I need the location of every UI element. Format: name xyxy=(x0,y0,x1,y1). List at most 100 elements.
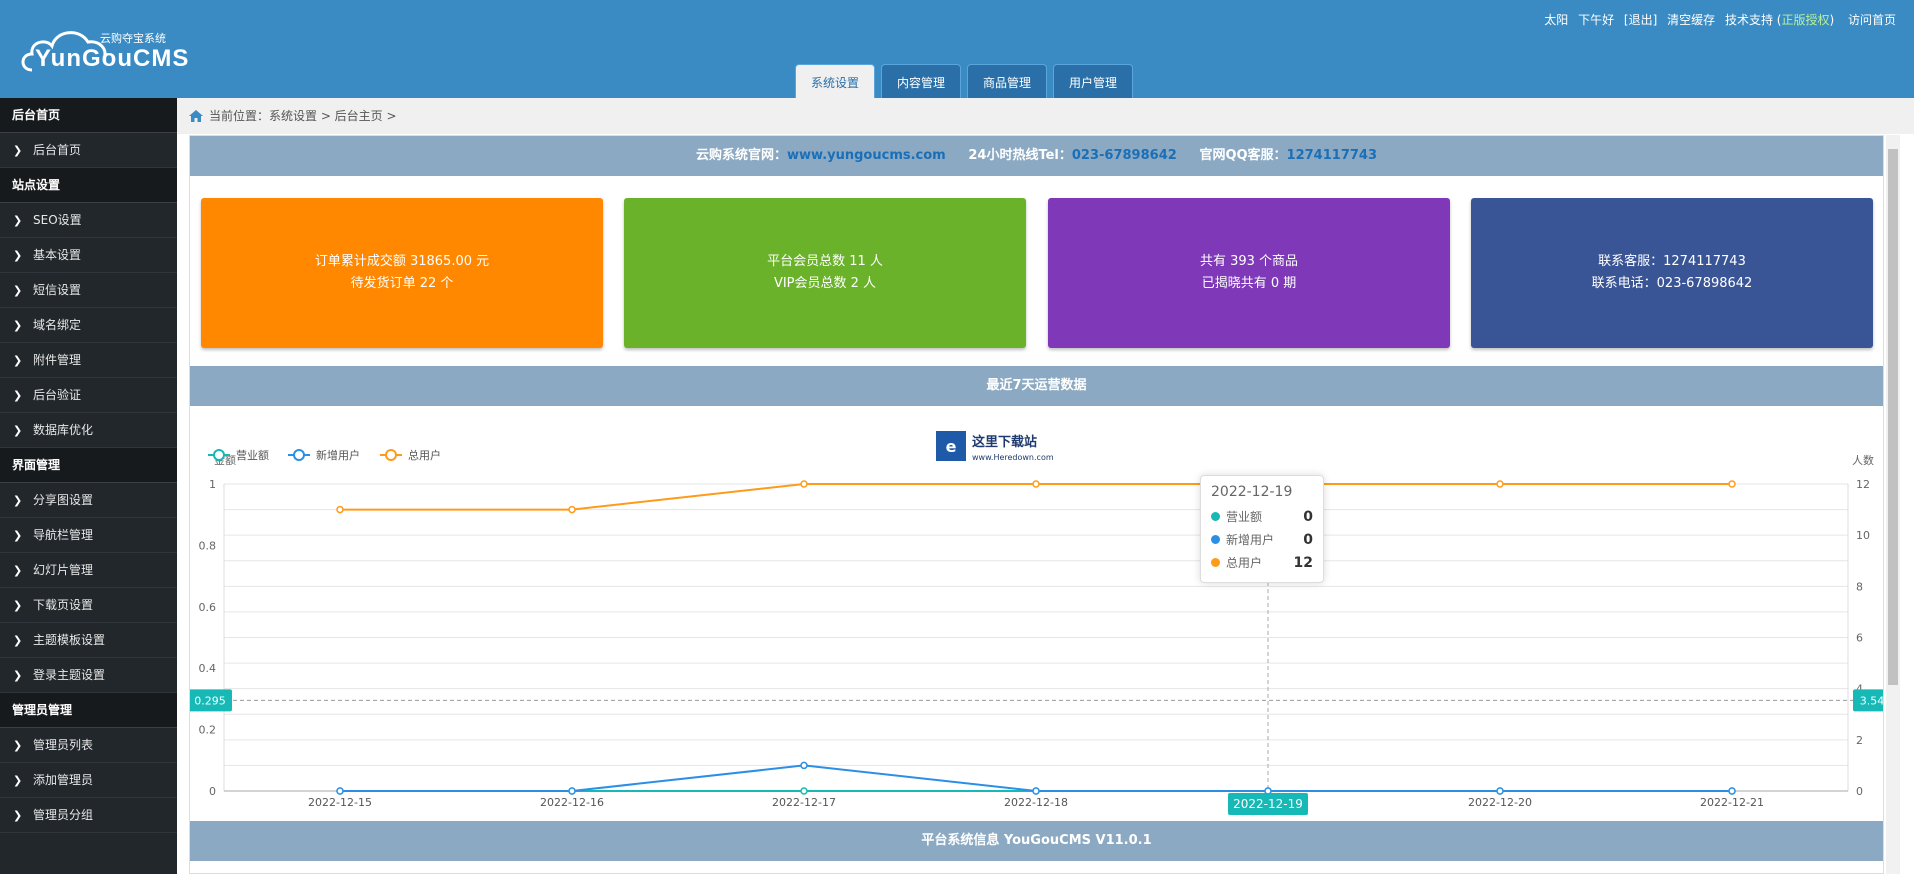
sidebar-item[interactable]: ❯ 导航栏管理 xyxy=(0,518,177,553)
chevron-right-icon: ❯ xyxy=(13,214,23,227)
tooltip-series-name: 总用户 xyxy=(1226,556,1263,570)
legend-label: 营业额 xyxy=(236,448,269,462)
sidebar-item[interactable]: ❯ 域名绑定 xyxy=(0,308,177,343)
chevron-right-icon: ❯ xyxy=(13,634,23,647)
right-tick-label: 4 xyxy=(1856,683,1863,696)
tab-0[interactable]: 系统设置 xyxy=(795,64,876,98)
sidebar-item[interactable]: ❯ 幻灯片管理 xyxy=(0,553,177,588)
x-tick-label: 2022-12-17 xyxy=(772,796,836,809)
scrollbar[interactable] xyxy=(1886,135,1900,874)
chevron-right-icon: ❯ xyxy=(13,564,23,577)
tooltip-value: 0 xyxy=(1303,509,1313,525)
breadcrumb: 当前位置：系统设置 > 后台主页 > xyxy=(177,98,1914,134)
legend-marker-icon xyxy=(293,449,305,461)
sidebar-item-label: 下载页设置 xyxy=(33,598,94,612)
data-point xyxy=(568,787,576,795)
tooltip-row: 营业额 0 xyxy=(1211,506,1313,529)
user-name: 太阳 xyxy=(1544,13,1569,27)
sidebar-item[interactable]: ❯ 后台首页 xyxy=(0,133,177,168)
qq-label: 官网QQ客服： xyxy=(1199,148,1287,163)
tel-value: 023-67898642 xyxy=(1071,148,1177,163)
sidebar-section-title: 管理员管理 xyxy=(0,693,177,728)
logout-link[interactable]: [退出] xyxy=(1623,13,1658,27)
sidebar-item[interactable]: ❯ SEO设置 xyxy=(0,203,177,238)
tech-support-label: 技术支持 ( xyxy=(1724,13,1782,27)
greeting: 下午好 xyxy=(1578,13,1615,27)
sidebar-item-label: 数据库优化 xyxy=(33,423,94,437)
scrollbar-thumb[interactable] xyxy=(1888,149,1898,685)
series-dot-icon xyxy=(1211,512,1220,521)
card-line: 已揭晓共有 0 期 xyxy=(1201,276,1297,291)
chevron-right-icon: ❯ xyxy=(13,249,23,262)
clear-cache-link[interactable]: 清空缓存 xyxy=(1667,13,1716,27)
watermark-logo-letter: e xyxy=(946,437,957,456)
data-point xyxy=(1032,787,1040,795)
chevron-right-icon: ❯ xyxy=(13,669,23,682)
breadcrumb-text: 当前位置：系统设置 > 后台主页 > xyxy=(209,109,397,123)
stat-card-orders: 订单累计成交额 31865.00 元 待发货订单 22 个 xyxy=(201,198,603,348)
legend-marker-icon xyxy=(385,449,397,461)
data-point xyxy=(1496,480,1504,488)
chevron-right-icon: ❯ xyxy=(13,319,23,332)
left-tick-label: 1 xyxy=(209,478,216,491)
right-tick-label: 12 xyxy=(1856,478,1870,491)
tab-2[interactable]: 商品管理 xyxy=(967,64,1048,98)
stat-card-contact: 联系客服：1274117743 联系电话：023-67898642 xyxy=(1471,198,1873,348)
site-url-link[interactable]: www.yungoucms.com xyxy=(787,148,946,163)
chevron-right-icon: ❯ xyxy=(13,739,23,752)
right-tick-label: 0 xyxy=(1856,785,1863,798)
chevron-right-icon: ❯ xyxy=(13,144,23,157)
top-tabs: 系统设置 内容管理 商品管理 用户管理 xyxy=(795,64,1139,98)
chart-tooltip: 2022-12-19 营业额 0 新增用户 0 总用户 12 xyxy=(1200,475,1324,583)
card-line: 共有 393 个商品 xyxy=(1199,254,1299,269)
tooltip-series-name: 营业额 xyxy=(1226,510,1263,524)
right-tick-label: 2 xyxy=(1856,734,1863,747)
paren-close: ) xyxy=(1829,13,1835,27)
sidebar-item[interactable]: ❯ 数据库优化 xyxy=(0,413,177,448)
data-point xyxy=(568,505,576,514)
left-tick-label: 0.6 xyxy=(199,601,217,614)
content-panel: 云购系统官网：www.yungoucms.com 24小时热线Tel：023-6… xyxy=(189,135,1884,874)
legend-label: 总用户 xyxy=(408,448,441,462)
logo[interactable]: 云购夺宝系统 YunGouCMS xyxy=(18,18,188,78)
x-tick-label: 2022-12-18 xyxy=(1004,796,1068,809)
left-tick-label: 0.8 xyxy=(199,539,217,552)
data-point xyxy=(1728,787,1736,795)
tel-label: 24小时热线Tel： xyxy=(968,148,1072,163)
data-point xyxy=(800,787,808,795)
card-line: 联系电话：023-67898642 xyxy=(1591,276,1753,291)
sidebar-section-title: 后台首页 xyxy=(0,98,177,133)
sidebar-item[interactable]: ❯ 分享图设置 xyxy=(0,483,177,518)
tab-1[interactable]: 内容管理 xyxy=(881,64,962,98)
info-bar: 云购系统官网：www.yungoucms.com 24小时热线Tel：023-6… xyxy=(190,136,1883,176)
visit-home-link[interactable]: 访问首页 xyxy=(1847,13,1896,27)
qq-value: 1274117743 xyxy=(1286,148,1378,163)
sidebar-item[interactable]: ❯ 下载页设置 xyxy=(0,588,177,623)
top-links: 太阳 下午好 [退出] 清空缓存 技术支持 (正版授权) 访问首页 xyxy=(1538,11,1896,28)
sidebar-item[interactable]: ❯ 短信设置 xyxy=(0,273,177,308)
right-tick-label: 8 xyxy=(1856,580,1863,593)
sidebar-item[interactable]: ❯ 主题模板设置 xyxy=(0,623,177,658)
sidebar-item[interactable]: ❯ 登录主题设置 xyxy=(0,658,177,693)
sidebar-item-label: 基本设置 xyxy=(33,248,82,262)
tab-3[interactable]: 用户管理 xyxy=(1053,64,1134,98)
sidebar-item[interactable]: ❯ 管理员列表 xyxy=(0,728,177,763)
tooltip-title: 2022-12-19 xyxy=(1211,484,1293,500)
sidebar-item[interactable]: ❯ 管理员分组 xyxy=(0,798,177,833)
x-tick-label: 2022-12-20 xyxy=(1468,796,1532,809)
x-tick-label: 2022-12-15 xyxy=(308,796,372,809)
sidebar-section-title: 站点设置 xyxy=(0,168,177,203)
sidebar-item[interactable]: ❯ 附件管理 xyxy=(0,343,177,378)
sidebar-item[interactable]: ❯ 后台验证 xyxy=(0,378,177,413)
series-dot-icon xyxy=(1211,558,1220,567)
system-info-bar: 平台系统信息 YouGouCMS V11.0.1 xyxy=(190,821,1883,861)
x-tick-label: 2022-12-16 xyxy=(540,796,604,809)
sidebar-item-label: 后台验证 xyxy=(33,388,82,402)
sidebar-item[interactable]: ❯ 添加管理员 xyxy=(0,763,177,798)
sidebar-item[interactable]: ❯ 基本设置 xyxy=(0,238,177,273)
data-point xyxy=(336,505,344,514)
license-link[interactable]: 正版授权 xyxy=(1781,13,1830,27)
series-line-2 xyxy=(340,483,1732,511)
watermark-url: www.Heredown.com xyxy=(972,453,1054,462)
